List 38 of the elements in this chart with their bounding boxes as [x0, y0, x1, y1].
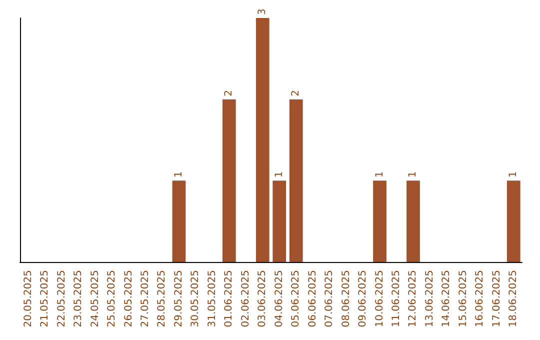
x-tick-label: 15.06.2025 — [458, 270, 469, 328]
x-tick-label: 24.05.2025 — [90, 270, 101, 328]
x-tick-label: 14.06.2025 — [441, 270, 452, 328]
x-tick-label: 28.05.2025 — [156, 270, 168, 328]
x-tick-label: 11.06.2025 — [391, 270, 402, 328]
x-tick-label: 09.06.2025 — [358, 270, 369, 328]
x-tick-label: 02.06.2025 — [240, 270, 252, 328]
x-tick-label: 26.05.2025 — [123, 270, 134, 328]
data-label: 1 — [173, 171, 184, 178]
x-tick-label: 03.06.2025 — [257, 270, 268, 328]
x-tick-label: 13.06.2025 — [424, 270, 436, 328]
x-tick-label: 12.06.2025 — [408, 270, 419, 328]
x-tick-label: 27.05.2025 — [140, 270, 151, 328]
data-label: 2 — [290, 90, 302, 96]
x-tick-label: 17.06.2025 — [491, 270, 502, 328]
x-tick-label: 29.05.2025 — [173, 270, 184, 328]
x-tick-label: 22.05.2025 — [56, 270, 68, 328]
data-label: 1 — [374, 171, 386, 178]
x-tick-label: 01.06.2025 — [224, 270, 235, 328]
x-tick-label: 23.05.2025 — [73, 270, 84, 328]
x-tick-label: 25.05.2025 — [106, 270, 118, 328]
x-tick-label: 05.06.2025 — [290, 270, 302, 328]
x-tick-label: 08.06.2025 — [340, 270, 352, 328]
x-tick-label: 21.05.2025 — [40, 270, 51, 328]
data-label: 1 — [508, 171, 520, 178]
data-label: 1 — [274, 171, 285, 178]
x-tick-label: 30.05.2025 — [190, 270, 202, 328]
x-tick-label: 06.06.2025 — [307, 270, 318, 328]
x-tick-label: 07.06.2025 — [324, 270, 336, 328]
x-tick-label: 20.05.2025 — [22, 270, 34, 328]
data-label: 2 — [224, 90, 235, 96]
x-tick-label: 18.06.2025 — [508, 270, 520, 328]
data-label: 1 — [408, 171, 419, 178]
x-tick-label: 04.06.2025 — [274, 270, 285, 328]
x-tick-label: 31.05.2025 — [206, 270, 218, 328]
x-tick-label: 16.06.2025 — [474, 270, 486, 328]
x-tick-label: 10.06.2025 — [374, 270, 386, 328]
data-label: 3 — [257, 8, 268, 15]
